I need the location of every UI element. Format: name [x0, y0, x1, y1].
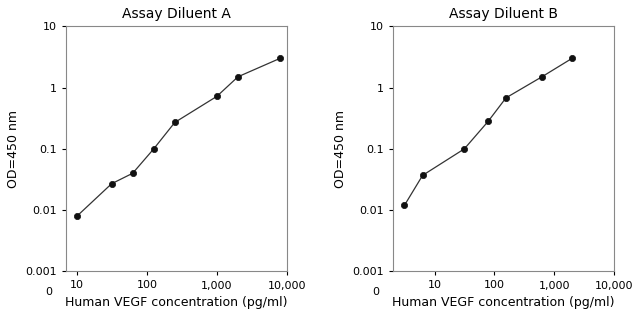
Y-axis label: OD=450 nm: OD=450 nm — [7, 110, 20, 188]
Title: Assay Diluent A: Assay Diluent A — [122, 7, 231, 21]
Text: 0: 0 — [372, 288, 379, 297]
Y-axis label: OD=450 nm: OD=450 nm — [334, 110, 347, 188]
Text: 0: 0 — [45, 288, 52, 297]
Title: Assay Diluent B: Assay Diluent B — [449, 7, 558, 21]
X-axis label: Human VEGF concentration (pg/ml): Human VEGF concentration (pg/ml) — [392, 296, 614, 309]
X-axis label: Human VEGF concentration (pg/ml): Human VEGF concentration (pg/ml) — [65, 296, 288, 309]
